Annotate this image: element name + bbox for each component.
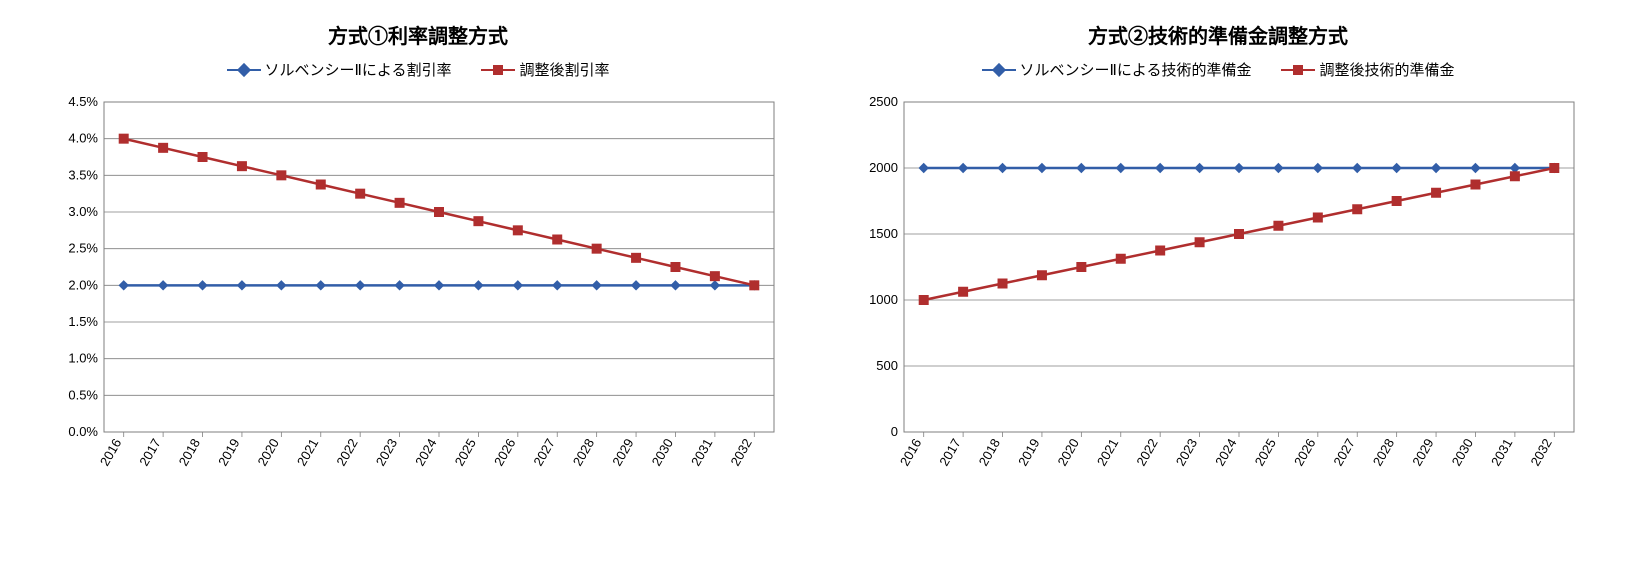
svg-text:0: 0 (891, 424, 898, 439)
square-icon (1293, 65, 1303, 75)
chart-panel-2: 方式②技術的準備金調整方式 ソルベンシーⅡによる技術的準備金 調整後技術的準備金… (848, 20, 1588, 499)
svg-text:2028: 2028 (1370, 436, 1397, 469)
svg-text:2500: 2500 (869, 94, 898, 109)
legend-swatch-2a (982, 63, 1016, 77)
svg-text:2027: 2027 (530, 436, 557, 469)
legend-item-1a: ソルベンシーⅡによる割引率 (227, 59, 452, 80)
svg-text:500: 500 (876, 358, 898, 373)
chart-svg-1: 0.0% 0.5% 1.0% 1.5% 2.0% 2.5% 3.0% 3.5% 4.0% 4.5%… (48, 88, 788, 494)
svg-text:2027: 2027 (1330, 436, 1357, 469)
svg-text:4.0%: 4.0% (68, 131, 98, 146)
diamond-icon (991, 62, 1005, 76)
svg-text:1.5%: 1.5% (68, 314, 98, 329)
chart-panel-1: 方式①利率調整方式 ソルベンシーⅡによる割引率 調整後割引率 0.0% 0.5% 1… (48, 20, 788, 499)
svg-text:2019: 2019 (1015, 436, 1042, 469)
legend-swatch-1b (481, 63, 515, 77)
legend-item-1b: 調整後割引率 (481, 59, 609, 80)
svg-text:2025: 2025 (452, 436, 479, 469)
svg-text:2028: 2028 (570, 436, 597, 469)
legend-item-2b: 調整後技術的準備金 (1281, 59, 1454, 80)
legend-swatch-2b (1281, 63, 1315, 77)
plot-2: 0 500 1000 1500 2000 2500 2016 2017 2018 2019 2020… (848, 88, 1588, 499)
svg-text:2017: 2017 (936, 436, 963, 469)
svg-text:2025: 2025 (1252, 436, 1279, 469)
chart-svg-2: 0 500 1000 1500 2000 2500 2016 2017 2018 2019 2020… (848, 88, 1588, 494)
legend-label-2a: ソルベンシーⅡによる技術的準備金 (1020, 59, 1252, 80)
svg-text:2026: 2026 (1291, 436, 1318, 469)
svg-text:3.0%: 3.0% (68, 204, 98, 219)
legend-2: ソルベンシーⅡによる技術的準備金 調整後技術的準備金 (848, 59, 1588, 80)
legend-1: ソルベンシーⅡによる割引率 調整後割引率 (48, 59, 788, 80)
chart-title-2: 方式②技術的準備金調整方式 (848, 20, 1588, 49)
svg-text:2022: 2022 (333, 436, 360, 469)
svg-text:2023: 2023 (373, 436, 400, 469)
svg-text:2029: 2029 (609, 436, 636, 469)
svg-text:2032: 2032 (1527, 436, 1554, 469)
svg-text:2024: 2024 (412, 436, 439, 469)
legend-item-2a: ソルベンシーⅡによる技術的準備金 (982, 59, 1252, 80)
legend-swatch-1a (227, 63, 261, 77)
svg-text:2020: 2020 (254, 436, 281, 469)
svg-text:2026: 2026 (491, 436, 518, 469)
svg-text:2018: 2018 (176, 436, 203, 469)
diamond-icon (236, 62, 250, 76)
svg-text:2016: 2016 (897, 436, 924, 469)
svg-text:2017: 2017 (136, 436, 163, 469)
legend-label-1a: ソルベンシーⅡによる割引率 (265, 59, 452, 80)
svg-text:1.0%: 1.0% (68, 351, 98, 366)
svg-text:2.5%: 2.5% (68, 241, 98, 256)
svg-text:2029: 2029 (1409, 436, 1436, 469)
svg-text:2023: 2023 (1173, 436, 1200, 469)
svg-text:2018: 2018 (976, 436, 1003, 469)
svg-text:2031: 2031 (1488, 436, 1515, 469)
svg-text:2024: 2024 (1212, 436, 1239, 469)
svg-text:2021: 2021 (1094, 436, 1121, 469)
svg-text:0.5%: 0.5% (68, 387, 98, 402)
chart-title-1: 方式①利率調整方式 (48, 20, 788, 49)
svg-text:2021: 2021 (294, 436, 321, 469)
svg-text:2031: 2031 (688, 436, 715, 469)
svg-text:0.0%: 0.0% (68, 424, 98, 439)
svg-text:4.5%: 4.5% (68, 94, 98, 109)
svg-text:2030: 2030 (1449, 436, 1476, 469)
legend-label-1b: 調整後割引率 (519, 59, 609, 80)
svg-text:1500: 1500 (869, 226, 898, 241)
svg-text:2020: 2020 (1054, 436, 1081, 469)
svg-text:2030: 2030 (649, 436, 676, 469)
svg-text:3.5%: 3.5% (68, 167, 98, 182)
svg-text:2032: 2032 (727, 436, 754, 469)
plot-1: 0.0% 0.5% 1.0% 1.5% 2.0% 2.5% 3.0% 3.5% 4.0% 4.5%… (48, 88, 788, 499)
svg-text:2019: 2019 (215, 436, 242, 469)
svg-text:2000: 2000 (869, 160, 898, 175)
svg-text:2.0%: 2.0% (68, 277, 98, 292)
square-icon (493, 65, 503, 75)
svg-text:2016: 2016 (97, 436, 124, 469)
svg-text:2022: 2022 (1133, 436, 1160, 469)
svg-text:1000: 1000 (869, 292, 898, 307)
legend-label-2b: 調整後技術的準備金 (1319, 59, 1454, 80)
